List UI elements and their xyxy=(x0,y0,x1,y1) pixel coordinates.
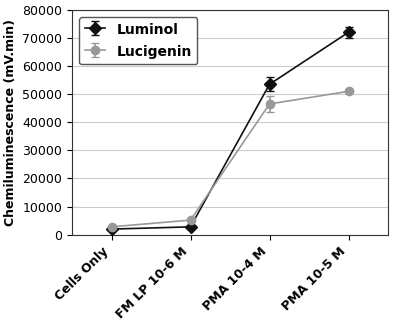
Y-axis label: Chemiluminescence (mV.min): Chemiluminescence (mV.min) xyxy=(4,19,17,226)
Legend: Luminol, Lucigenin: Luminol, Lucigenin xyxy=(79,17,197,65)
